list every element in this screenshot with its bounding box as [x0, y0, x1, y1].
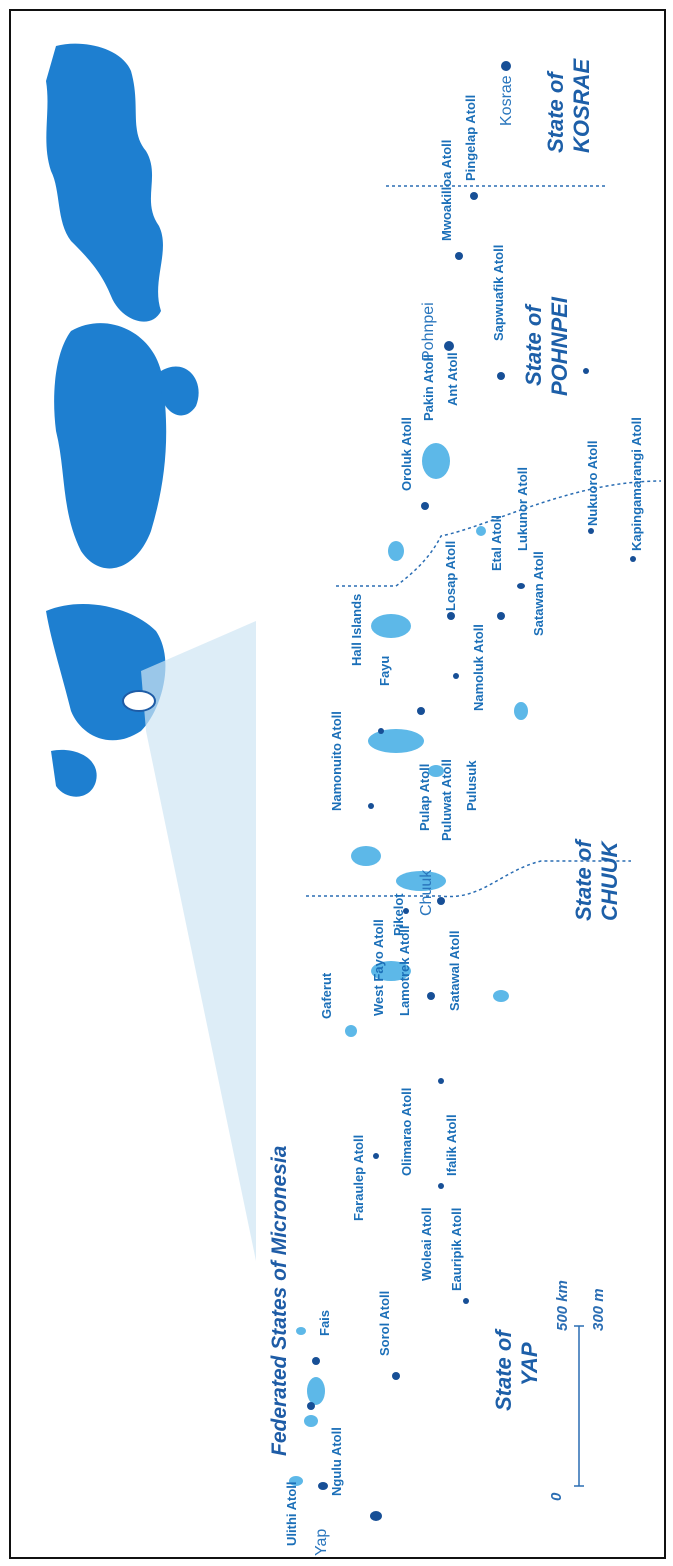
label-sorol: Sorol Atoll: [377, 1291, 392, 1356]
state-yap-line1: State of: [491, 1328, 516, 1411]
state-kosrae-line2: KOSRAE: [569, 58, 594, 153]
label-kapingamarangi: Kapingamarangi Atoll: [629, 417, 644, 551]
label-pikelot: Pikelot: [391, 893, 406, 936]
label-sapwuafik: Sapwuafik Atoll: [491, 245, 506, 341]
label-olimarao: Olimarao Atoll: [399, 1088, 414, 1176]
label-woleai: Woleai Atoll: [419, 1207, 434, 1281]
major-island-labels: Yap Chuuk Pohnpei Kosrae: [313, 75, 515, 1556]
label-satawan: Satawan Atoll: [531, 551, 546, 636]
label-ulithi: Ulithi Atoll: [284, 1481, 299, 1546]
label-gaferut: Gaferut: [319, 972, 334, 1019]
state-yap-line2: YAP: [517, 1342, 542, 1386]
label-yap: Yap: [313, 1529, 330, 1556]
label-pulap: Pulap Atoll: [417, 764, 432, 831]
world-inset: [46, 43, 256, 1261]
state-pohnpei-line1: State of: [521, 303, 546, 386]
state-labels: State of YAP State of CHUUK State of POH…: [491, 58, 622, 1411]
label-nukuoro: Nukuoro Atoll: [585, 441, 600, 526]
place-labels: Ngulu Atoll Ulithi Atoll Fais Sorol Atol…: [284, 95, 644, 1546]
scale-bar: 0 500 km 300 m: [548, 1280, 607, 1501]
island-dots: [307, 61, 636, 1521]
label-satawal: Satawal Atoll: [447, 931, 462, 1011]
state-kosrae-line1: State of: [543, 70, 568, 153]
label-fayu: Fayu: [377, 656, 392, 686]
state-pohnpei-line2: POHNPEI: [547, 296, 572, 396]
label-hall-islands: Hall Islands: [349, 594, 364, 666]
label-ifalik: Ifalik Atoll: [444, 1114, 459, 1176]
state-chuuk-line2: CHUUK: [597, 839, 622, 921]
label-pulusuk: Pulusuk: [464, 760, 479, 811]
label-losap: Losap Atoll: [443, 541, 458, 611]
label-oroluk: Oroluk Atoll: [399, 417, 414, 491]
map-title: Federated States of Micronesia: [268, 1145, 291, 1456]
label-namonuito: Namonuito Atoll: [329, 711, 344, 811]
scale-km: 500 km: [554, 1280, 571, 1331]
label-ngulu: Ngulu Atoll: [329, 1427, 344, 1496]
micronesia-map: 0 500 km 300 m Federated States of Micro…: [46, 43, 662, 1556]
scale-zero: 0: [548, 1492, 565, 1501]
label-mwoakilloa: Mwoakilloa Atoll: [439, 140, 454, 241]
label-fais: Fais: [317, 1310, 332, 1336]
label-kosrae: Kosrae: [498, 75, 515, 126]
scale-miles: 300 m: [590, 1288, 607, 1331]
label-pingelap: Pingelap Atoll: [463, 95, 478, 181]
label-ant: Ant Atoll: [445, 352, 460, 406]
label-eauripik: Eauripik Atoll: [449, 1208, 464, 1291]
label-west-fayo: West Fayo Atoll: [371, 919, 386, 1016]
label-namoluk: Namoluk Atoll: [471, 624, 486, 711]
atoll-shapes: [289, 443, 528, 1486]
label-faraulep: Faraulep Atoll: [351, 1135, 366, 1221]
map-frame: 0 500 km 300 m Federated States of Micro…: [9, 9, 666, 1559]
label-puluwat: Puluwat Atoll: [439, 759, 454, 841]
label-lamotrek: Lamotrek Atoll: [397, 925, 412, 1016]
label-chuuk: Chuuk: [418, 869, 435, 916]
state-boundaries: [306, 185, 662, 898]
label-pakin: Pakin Atoll: [421, 354, 436, 421]
label-etal: Etal Atoll: [489, 515, 504, 571]
label-lukunor: Lukunor Atoll: [515, 467, 530, 551]
state-chuuk-line1: State of: [571, 838, 596, 921]
label-pohnpei: Pohnpei: [420, 302, 437, 361]
